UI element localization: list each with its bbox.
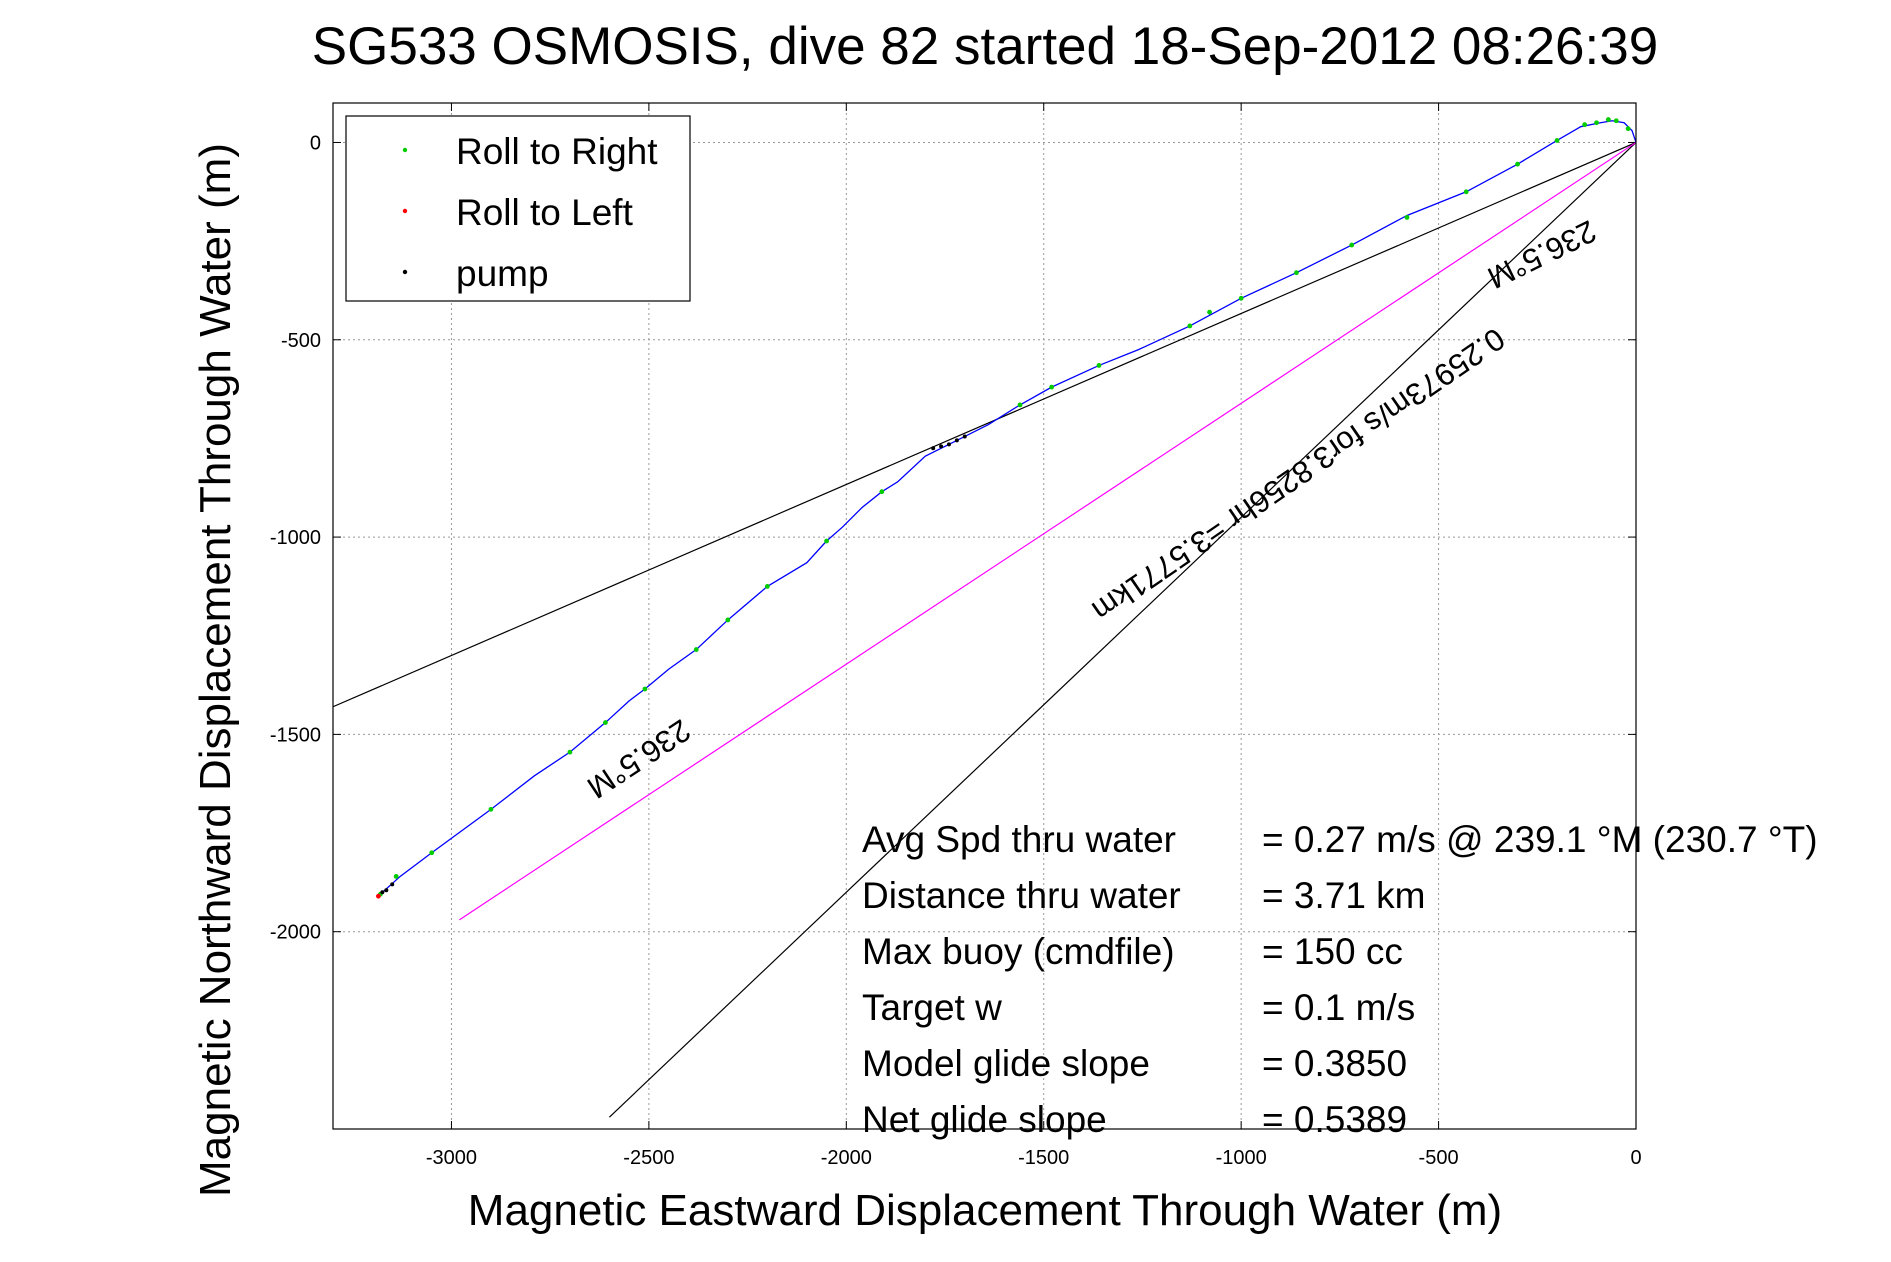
roll-right-point (1554, 138, 1560, 143)
roll-right-point (1238, 295, 1244, 301)
pump-point (384, 888, 389, 893)
stat-value: = 3.71 km (1262, 875, 1426, 916)
plot-annotations: 236.5°M 236.5°M 0.25973m/s for3.8256hr =3.… (581, 213, 1602, 805)
roll-right-point (603, 720, 608, 725)
plot-annotation: 236.5°M (1482, 213, 1601, 295)
x-tick-label: -1500 (1018, 1147, 1069, 1169)
roll-right-point (1613, 118, 1619, 124)
legend: Roll to Right Roll to Left pump (345, 115, 691, 302)
pump-point (931, 446, 936, 451)
y-axis-label: Magnetic Northward Displacement Through … (191, 143, 240, 1197)
speed-line (459, 141, 1636, 921)
roll-right-point (764, 584, 770, 589)
roll-right-point (1594, 120, 1599, 126)
dive-stats: Avg Spd thru water = 0.27 m/s @ 239.1 °M … (862, 819, 1818, 1140)
roll-right-point (1515, 161, 1520, 167)
roll-right-point (1096, 363, 1102, 368)
grid-lines (333, 103, 1636, 1129)
roll-right-point (393, 874, 399, 879)
roll-right-point (1349, 242, 1355, 248)
stat-label: Net glide slope (862, 1099, 1107, 1140)
roll-right-point (642, 686, 648, 692)
legend-marker (402, 269, 408, 275)
legend-label: Roll to Right (456, 131, 658, 172)
pump-point (946, 442, 951, 447)
roll-right-point (1207, 309, 1212, 315)
roll-right-point (1463, 189, 1469, 195)
roll-left-point (376, 893, 381, 899)
pump-point (954, 438, 959, 443)
roll-right-point (879, 489, 885, 495)
roll-right-point (1017, 402, 1023, 408)
legend-label: pump (456, 253, 549, 294)
roll-right-point (1582, 122, 1588, 128)
x-tick-label: -1000 (1216, 1147, 1267, 1169)
pump-point (962, 434, 967, 439)
roll-right-point (1404, 215, 1410, 220)
stat-value: = 150 cc (1262, 931, 1403, 972)
heading-ray-upper (333, 141, 1636, 708)
stat-label: Avg Spd thru water (862, 819, 1176, 860)
pump-point (390, 882, 395, 887)
roll-right-point (1625, 126, 1631, 132)
y-tick-label: -1000 (270, 527, 321, 549)
roll-right-point (693, 647, 699, 652)
chart-title: SG533 OSMOSIS, dive 82 started 18-Sep-20… (312, 17, 1658, 76)
legend-marker (402, 147, 408, 153)
plot-annotation: 0.25973m/s for3.8256hr =3.5771km (1086, 321, 1511, 629)
stat-value: = 0.3850 (1262, 1043, 1407, 1084)
x-tick-label: -3000 (426, 1147, 477, 1169)
x-tick-label: -500 (1419, 1147, 1459, 1169)
x-tick-label: 0 (1630, 1147, 1641, 1169)
roll-right-point (1187, 323, 1193, 329)
roll-right-point (429, 850, 435, 856)
y-tick-label: 0 (310, 132, 321, 154)
stat-value: = 0.5389 (1262, 1099, 1407, 1140)
y-tick-label: -2000 (270, 922, 321, 944)
y-tick-label: -500 (281, 330, 321, 352)
plot-data (333, 117, 1636, 1118)
stat-value: = 0.1 m/s (1262, 987, 1415, 1028)
stat-value: = 0.27 m/s @ 239.1 °M (230.7 °T) (1262, 819, 1818, 860)
roll-right-point (824, 538, 829, 544)
axis-ticks: -3000 -2500 -2000 -1500 -1000 -500 0 0 -500 -1000… (270, 103, 1642, 1169)
stat-label: Max buoy (cmdfile) (862, 931, 1175, 972)
legend-label: Roll to Left (456, 192, 634, 233)
roll-right-point (725, 617, 731, 623)
plot-annotation: 236.5°M (581, 712, 697, 805)
x-axis-label: Magnetic Eastward Displacement Through W… (468, 1186, 1502, 1235)
roll-right-point (1294, 270, 1299, 276)
roll-right-point (488, 806, 494, 812)
stat-label: Distance thru water (862, 875, 1181, 916)
legend-marker (402, 208, 408, 214)
plot-frame (332, 102, 1637, 1130)
stat-label: Target w (862, 987, 1002, 1028)
stat-label: Model glide slope (862, 1043, 1150, 1084)
pump-point (380, 890, 385, 895)
legend-box (345, 115, 691, 302)
roll-right-point (567, 749, 573, 755)
y-tick-label: -1500 (270, 724, 321, 746)
roll-right-point (1049, 384, 1055, 390)
pump-point (939, 444, 944, 449)
x-tick-label: -2500 (623, 1147, 674, 1169)
heading-ray-lower (608, 142, 1636, 1118)
x-tick-label: -2000 (821, 1147, 872, 1169)
roll-right-point (1605, 117, 1611, 122)
